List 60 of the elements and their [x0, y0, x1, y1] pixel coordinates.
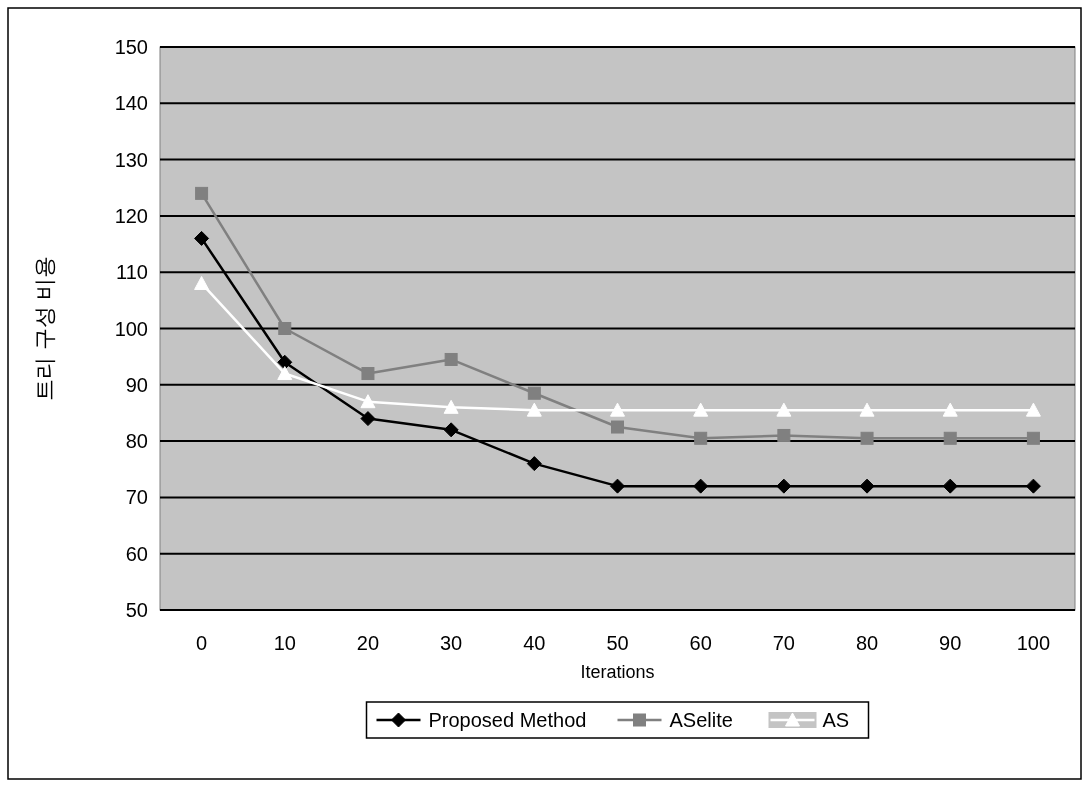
point: [444, 352, 458, 366]
y-tick-label: 80: [125, 430, 148, 453]
point: [860, 431, 874, 445]
x-tick-label: 40: [523, 632, 546, 654]
point: [693, 478, 709, 494]
point: [361, 367, 375, 381]
y-tick-label: 120: [114, 204, 148, 227]
point: [277, 354, 293, 370]
point: [194, 230, 210, 246]
point: [610, 402, 625, 417]
point: [611, 420, 624, 434]
point: [360, 411, 376, 427]
legend-label: Proposed Method: [428, 709, 587, 731]
point: [278, 322, 292, 335]
x-axis-title: Iterations: [580, 662, 655, 682]
point: [194, 275, 210, 290]
point: [526, 456, 542, 472]
legend-label: ASelite: [669, 709, 733, 731]
point: [526, 402, 542, 417]
point: [859, 478, 875, 494]
point: [693, 402, 709, 417]
y-tick-label: 150: [114, 36, 148, 58]
y-tick-label: 90: [125, 373, 148, 396]
x-tick-label: 30: [440, 632, 463, 654]
y-tick-label: 130: [114, 148, 148, 171]
x-tick-label: 70: [772, 632, 795, 654]
x-tick-label: 60: [689, 632, 712, 654]
y-tick-label: 50: [125, 599, 148, 621]
point: [1025, 478, 1041, 494]
point: [610, 478, 625, 494]
x-tick-label: 80: [855, 632, 879, 654]
point: [694, 431, 708, 445]
x-tick-label: 90: [939, 632, 962, 654]
x-tick-label: 20: [356, 632, 380, 654]
y-axis-title: 트리 구성 비용: [32, 256, 57, 401]
point: [1026, 431, 1040, 445]
y-tick-label: 100: [114, 317, 148, 340]
point: [527, 386, 541, 400]
point: [859, 402, 875, 417]
point: [195, 186, 209, 200]
y-tick-label: 140: [114, 92, 148, 115]
y-tick-label: 70: [125, 486, 148, 509]
point: [360, 394, 376, 409]
point: [777, 428, 791, 442]
y-tick-label: 60: [125, 542, 148, 565]
x-tick-label: 100: [1016, 632, 1051, 654]
point: [1025, 402, 1041, 417]
point: [443, 399, 459, 414]
point: [942, 478, 958, 494]
point: [942, 402, 958, 417]
point: [776, 402, 792, 417]
point: [776, 478, 792, 494]
x-tick-label: 0: [196, 632, 208, 654]
point: [443, 422, 459, 438]
y-tick-label: 110: [116, 261, 148, 284]
x-tick-label: 10: [273, 632, 296, 654]
x-tick-label: 50: [606, 632, 629, 654]
legend-label: AS: [822, 709, 850, 731]
point: [277, 366, 293, 381]
point: [943, 431, 957, 445]
